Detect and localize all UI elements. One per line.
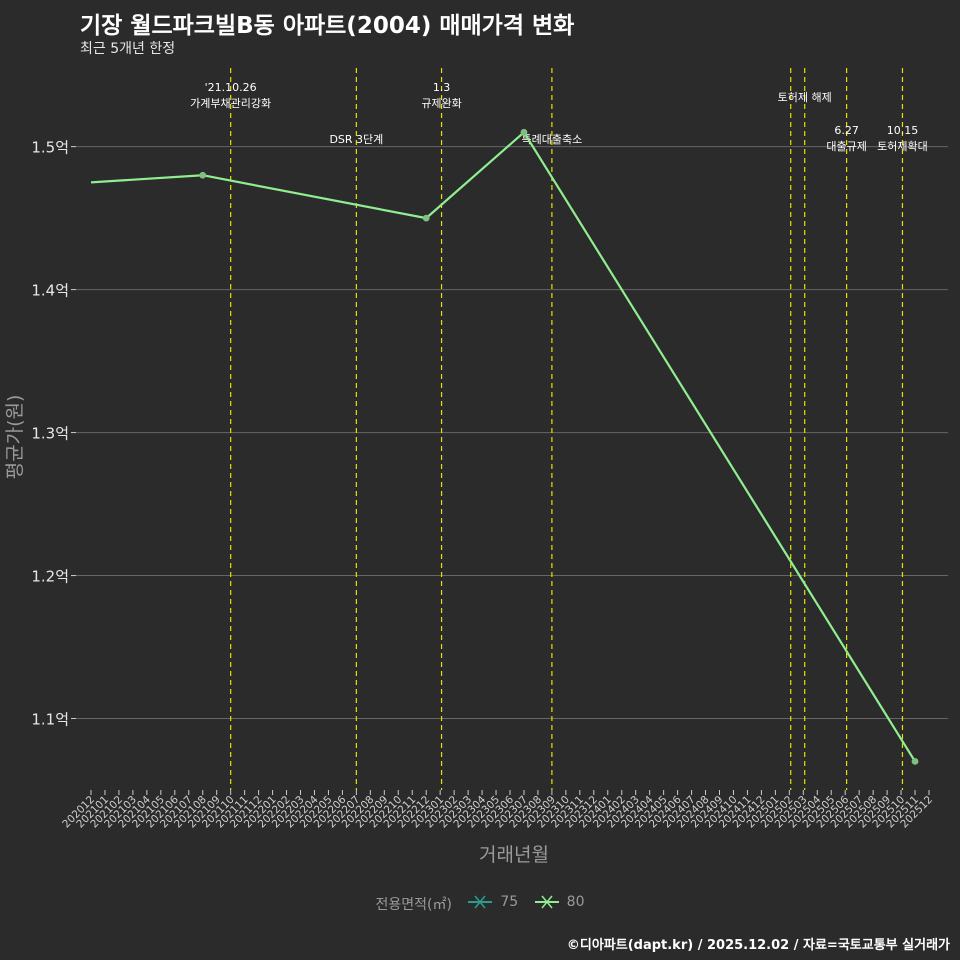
x-axis-title: 거래년월: [479, 844, 549, 866]
series-layer: [90, 128, 919, 765]
data-point: [422, 214, 430, 222]
source-footer: ©디아파트(dapt.kr) / 2025.12.02 / 자료=국토교통부 실…: [566, 938, 950, 953]
data-point: [199, 171, 207, 179]
event-label: 특례대출축소: [522, 133, 583, 146]
event-label: 가계부채관리강화: [190, 97, 271, 110]
legend-item-75: 75: [466, 894, 518, 910]
y-axis-title: 평균가(원): [4, 395, 26, 480]
event-label: 대출규제: [826, 140, 866, 153]
y-tick-label: 1.2억: [31, 568, 69, 586]
y-axis: 1.1억 1.2억 1.3억 1.4억 1.5억: [31, 139, 76, 729]
legend-key-80: [534, 895, 559, 909]
event-label: DSR 3단계: [329, 133, 383, 146]
chart-title: 기장 월드파크빌B동 아파트(2004) 매매가격 변화: [80, 13, 575, 39]
event-label: 1.3: [433, 81, 451, 94]
data-point: [911, 758, 919, 765]
y-tick-label: 1.5억: [31, 139, 69, 157]
event-label: 규제완화: [421, 97, 461, 110]
event-label: 토허제확대: [877, 140, 928, 153]
legend-label-80: 80: [566, 894, 585, 910]
legend-cross-b-75: [474, 895, 486, 909]
series-line-80: [90, 131, 916, 762]
grid-lines: [76, 146, 948, 720]
event-label: 6.27: [834, 124, 859, 137]
legend-label-75: 75: [500, 894, 519, 910]
legend: 전용면적(㎡) 75 80: [0, 894, 960, 914]
x-axis: 2020122021012021022021032021042021052021…: [60, 790, 935, 830]
chart-subtitle: 최근 5개년 한정: [80, 41, 176, 57]
legend-item-80: 80: [533, 894, 585, 910]
event-label: '21.10.26: [205, 81, 257, 94]
event-label: 토허제 해제: [778, 90, 832, 104]
legend-key-75: [468, 895, 493, 909]
y-tick-label: 1.4억: [31, 282, 69, 300]
legend-cross-b-80: [541, 895, 553, 909]
data-point: [520, 128, 528, 136]
legend-title: 전용면적(㎡): [375, 897, 452, 913]
event-label: 10.15: [887, 124, 919, 137]
y-tick-label: 1.1억: [31, 711, 69, 729]
y-tick-label: 1.3억: [31, 425, 69, 443]
